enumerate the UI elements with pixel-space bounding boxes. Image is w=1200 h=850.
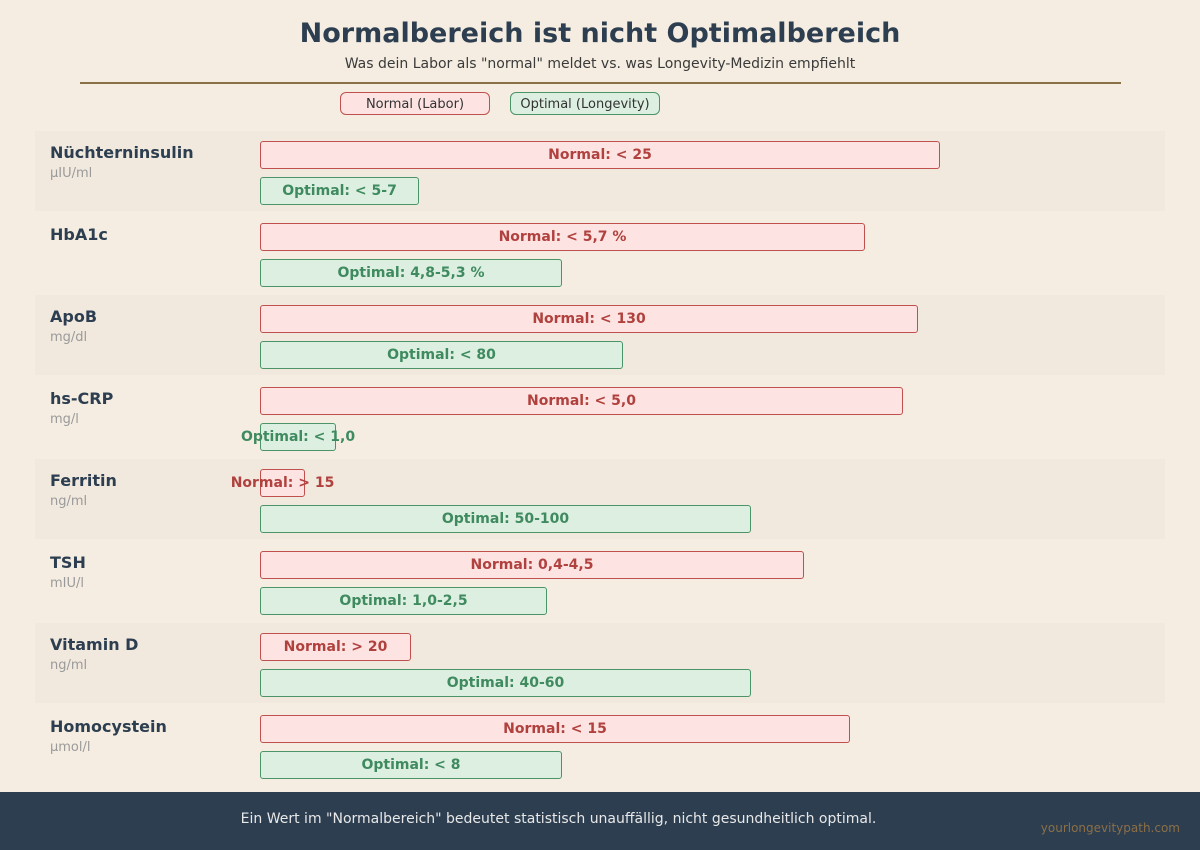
normal-range-bar: Normal: 0,4-4,5 [260,551,804,579]
optimal-range-bar: Optimal: 1,0-2,5 [260,587,547,615]
marker-unit: ng/ml [50,494,88,509]
normal-range-bar: Normal: < 15 [260,715,850,743]
footer-brand: yourlongevitypath.com [1040,821,1180,835]
optimal-range-bar: Optimal: < 1,0 [241,423,355,451]
marker-unit: mg/dl [50,330,88,345]
optimal-range-bar: Optimal: 50-100 [260,505,751,533]
marker-name: HbA1c [50,225,108,244]
marker-row: Vitamin D ng/ml Normal: > 20 Optimal: 40-60 [35,623,1165,703]
optimal-range-bar: Optimal: 40-60 [260,669,751,697]
marker-name: hs-CRP [50,389,114,408]
marker-row: Ferritin ng/ml Normal: > 15 Optimal: 50-100 [35,459,1165,539]
footer: Ein Wert im "Normalbereich" bedeutet sta… [0,792,1200,850]
marker-name: ApoB [50,307,98,326]
normal-range-bar: Normal: < 5,7 % [260,223,865,251]
normal-range-bar: Normal: > 15 [231,469,334,497]
marker-row: hs-CRP mg/l Normal: < 5,0 Optimal: < 1,0 [35,377,1165,457]
normal-range-bar: Normal: < 130 [260,305,918,333]
marker-name: TSH [50,553,86,572]
title-divider [80,82,1121,84]
optimal-range-bar: Optimal: < 80 [260,341,623,369]
page-subtitle: Was dein Labor als "normal" meldet vs. w… [344,56,856,72]
normal-range-bar: Normal: < 5,0 [260,387,903,415]
marker-row: ApoB mg/dl Normal: < 130 Optimal: < 80 [35,295,1165,375]
marker-unit: mIU/l [50,576,85,591]
marker-name: Vitamin D [50,635,139,654]
marker-row: Nüchterninsulin µIU/ml Normal: < 25 Optimal… [35,131,1165,211]
legend-normal: Normal (Labor) [340,92,490,115]
optimal-range-bar: Optimal: 4,8-5,3 % [260,259,562,287]
marker-row: HbA1c Normal: < 5,7 % Optimal: 4,8-5,3 % [35,213,1165,293]
marker-unit: µIU/ml [50,166,93,181]
page-title: Normalbereich ist nicht Optimalbereich [299,18,901,49]
marker-name: Ferritin [50,471,117,490]
marker-row: Homocystein µmol/l Normal: < 15 Optimal: < … [35,705,1165,785]
optimal-range-bar: Optimal: < 5-7 [260,177,419,205]
marker-name: Nüchterninsulin [50,143,194,162]
legend-optimal: Optimal (Longevity) [510,92,660,115]
marker-unit: ng/ml [50,658,88,673]
normal-range-bar: Normal: < 25 [260,141,940,169]
marker-unit: mg/l [50,412,79,427]
range-comparison-chart: Nüchterninsulin µIU/ml Normal: < 25 Optimal… [35,131,1165,785]
marker-unit: µmol/l [50,740,91,755]
normal-range-bar: Normal: > 20 [260,633,411,661]
optimal-range-bar: Optimal: < 8 [260,751,562,779]
footer-note: Ein Wert im "Normalbereich" bedeutet sta… [240,811,877,827]
marker-row: TSH mIU/l Normal: 0,4-4,5 Optimal: 1,0-2,5 [35,541,1165,621]
marker-name: Homocystein [50,717,167,736]
